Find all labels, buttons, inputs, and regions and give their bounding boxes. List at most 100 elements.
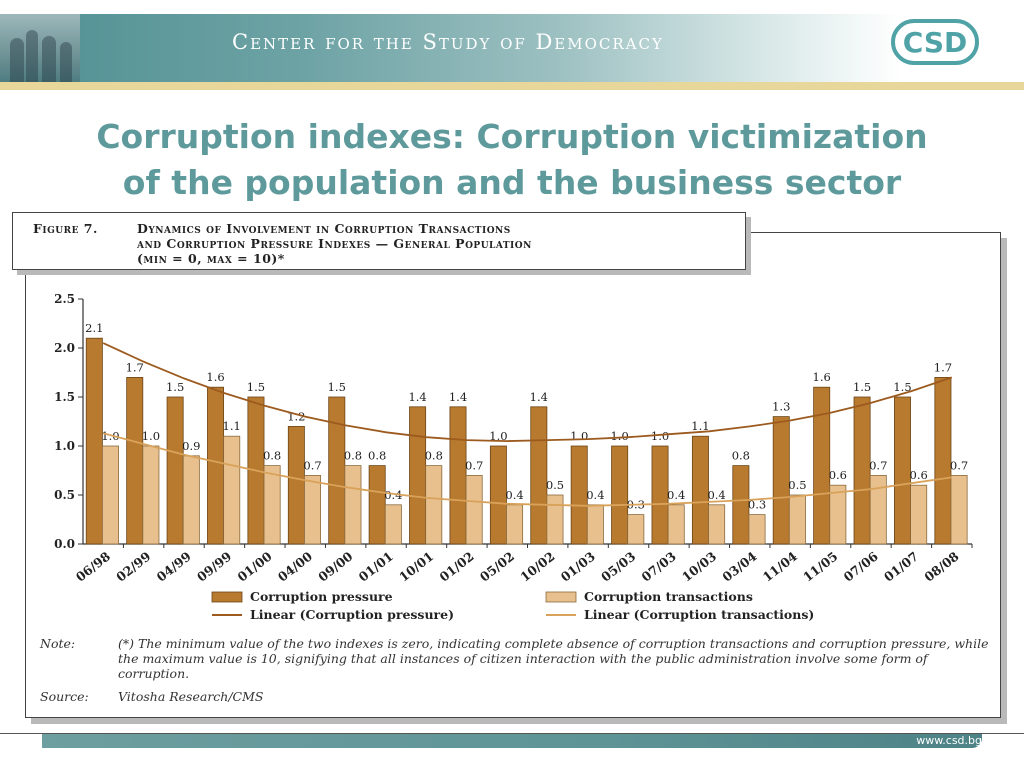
data-label-transactions: 0.7 xyxy=(303,458,321,472)
bar-pressure xyxy=(449,406,467,545)
data-label-pressure: 0.8 xyxy=(732,449,750,463)
bar-pressure xyxy=(651,445,669,545)
x-tick-label: 01/03 xyxy=(558,549,598,585)
bar-transactions xyxy=(182,455,200,545)
y-tick-label: 0.0 xyxy=(54,537,75,551)
x-tick-label: 10/03 xyxy=(679,549,719,585)
data-label-transactions: 0.7 xyxy=(465,458,483,472)
footer-url[interactable]: www.csd.bg xyxy=(916,734,982,747)
y-tick-label: 1.0 xyxy=(54,439,75,453)
x-tick-label: 09/99 xyxy=(194,549,234,585)
data-label-transactions: 0.8 xyxy=(344,449,362,463)
figure-notes: Note: (*) The minimum value of the two i… xyxy=(40,636,990,704)
data-label-pressure: 1.5 xyxy=(328,380,346,394)
bar-transactions xyxy=(506,504,524,545)
bar-transactions xyxy=(910,484,928,545)
bar-transactions xyxy=(101,445,119,545)
footer-bar xyxy=(42,734,982,748)
legend-swatch-pressure xyxy=(211,591,243,603)
data-label-pressure: 1.0 xyxy=(651,429,669,443)
bar-transactions xyxy=(748,514,766,545)
data-label-transactions: 0.4 xyxy=(667,488,685,502)
data-label-pressure: 1.6 xyxy=(206,370,224,384)
caption-line2: and Corruption Pressure Indexes — Genera… xyxy=(137,236,532,251)
gold-divider xyxy=(0,82,1024,90)
footer-line xyxy=(0,733,1024,734)
bar-transactions xyxy=(304,474,322,545)
data-label-transactions: 1.0 xyxy=(142,429,160,443)
bar-transactions xyxy=(708,504,726,545)
bar-pressure xyxy=(813,386,831,545)
data-label-transactions: 0.9 xyxy=(182,439,200,453)
y-tick-label: 2.5 xyxy=(54,292,75,306)
data-label-transactions: 0.7 xyxy=(950,458,968,472)
data-label-pressure: 1.4 xyxy=(530,390,548,404)
bar-pressure xyxy=(772,416,790,545)
bar-pressure xyxy=(328,396,346,545)
bar-transactions xyxy=(546,494,564,545)
legend-label-trend-transactions: Linear (Corruption transactions) xyxy=(584,607,814,622)
header-banner: Center for the Study of Democracy xyxy=(0,14,1024,82)
data-label-transactions: 0.8 xyxy=(263,449,281,463)
data-label-pressure: 1.1 xyxy=(691,419,709,433)
bar-transactions xyxy=(627,514,645,545)
data-label-pressure: 1.5 xyxy=(247,380,265,394)
source-key: Source: xyxy=(40,689,89,704)
data-label-transactions: 0.5 xyxy=(788,478,806,492)
data-label-pressure: 1.5 xyxy=(893,380,911,394)
data-label-pressure: 1.7 xyxy=(934,360,952,374)
x-tick-label: 01/01 xyxy=(356,549,396,585)
data-label-pressure: 1.4 xyxy=(408,390,426,404)
bar-transactions xyxy=(425,465,443,545)
bar-transactions xyxy=(344,465,362,545)
y-tick-label: 0.5 xyxy=(54,488,75,502)
data-label-transactions: 0.4 xyxy=(586,488,604,502)
data-label-pressure: 1.6 xyxy=(813,370,831,384)
bar-transactions xyxy=(263,465,281,545)
bar-pressure xyxy=(530,406,548,545)
bar-pressure xyxy=(611,445,629,545)
bar-pressure xyxy=(894,396,911,545)
bar-transactions xyxy=(223,435,241,545)
bar-pressure xyxy=(732,465,750,545)
bar-pressure xyxy=(207,386,225,545)
data-label-pressure: 1.7 xyxy=(126,360,144,374)
data-label-pressure: 1.0 xyxy=(489,429,507,443)
caption-line1: Dynamics of Involvement in Corruption Tr… xyxy=(137,221,511,236)
x-tick-label: 11/04 xyxy=(760,548,800,584)
csd-logo: CSD xyxy=(891,19,979,65)
data-label-transactions: 0.5 xyxy=(546,478,564,492)
trend-line-pressure xyxy=(102,342,953,443)
x-tick-label: 06/98 xyxy=(73,548,113,584)
bar-transactions xyxy=(869,474,887,545)
banner-photo xyxy=(0,14,80,82)
x-tick-label: 05/03 xyxy=(598,549,638,585)
bar-pressure xyxy=(853,396,871,545)
data-label-transactions: 0.6 xyxy=(910,468,928,482)
x-tick-label: 07/03 xyxy=(639,549,679,585)
x-tick-label: 01/07 xyxy=(881,549,921,585)
source-text: Vitosha Research/CMS xyxy=(118,689,264,704)
bar-pressure xyxy=(409,406,427,545)
x-tick-label: 01/02 xyxy=(436,549,476,585)
bar-transactions xyxy=(667,504,685,545)
trend-line-transactions xyxy=(102,432,952,507)
chart: 0.0 0.5 1.0 1.5 2.0 2.5 2.1 1.0 06/98 1.7 1.0 02/99… xyxy=(54,292,973,622)
data-label-pressure: 1.4 xyxy=(449,390,467,404)
x-tick-label: 07/06 xyxy=(841,548,881,584)
data-label-pressure: 1.0 xyxy=(610,429,628,443)
bar-pressure xyxy=(570,445,588,545)
y-tick-label: 1.5 xyxy=(54,390,75,404)
data-label-transactions: 0.4 xyxy=(707,488,725,502)
x-tick-label: 02/99 xyxy=(113,549,153,585)
x-tick-label: 04/00 xyxy=(275,548,315,584)
data-label-transactions: 0.4 xyxy=(505,488,523,502)
legend-swatch-transactions xyxy=(545,591,577,603)
data-label-pressure: 1.5 xyxy=(853,380,871,394)
y-tick-label: 2.0 xyxy=(54,341,75,355)
bar-pressure xyxy=(287,425,305,545)
bar-pressure xyxy=(368,465,386,545)
bar-pressure xyxy=(489,445,507,545)
bar-pressure xyxy=(126,376,144,545)
data-label-pressure: 1.5 xyxy=(166,380,184,394)
